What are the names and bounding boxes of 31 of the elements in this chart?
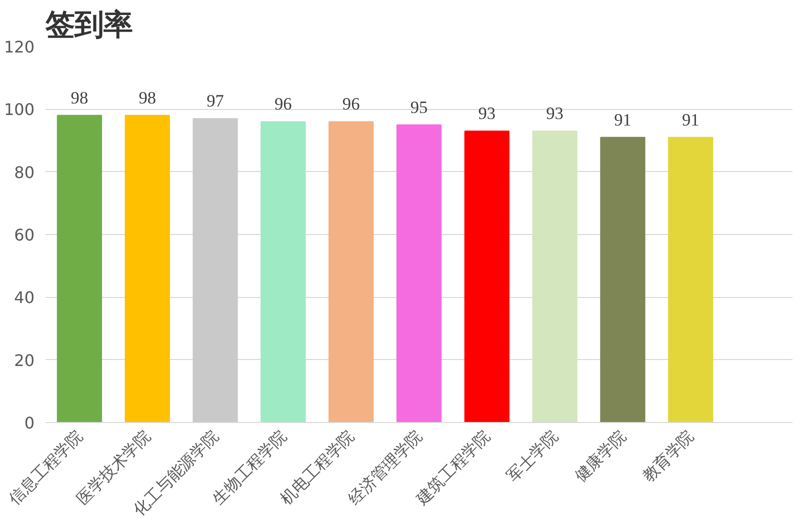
- bar: [56, 114, 102, 422]
- data-label: 91: [682, 110, 700, 130]
- y-tick-label: 120: [4, 38, 35, 56]
- bar: [532, 130, 578, 422]
- data-label: 97: [206, 92, 224, 111]
- data-label: 98: [138, 88, 156, 108]
- data-label: 96: [274, 94, 292, 114]
- bar: [464, 130, 510, 422]
- y-tick-label: 60: [14, 226, 34, 244]
- bar: [396, 124, 442, 422]
- bar: [192, 118, 238, 422]
- y-tick-label: 20: [14, 350, 34, 370]
- y-tick-label: 0: [24, 414, 35, 432]
- bar: [260, 121, 306, 422]
- x-tick-label: 军士学院: [502, 426, 562, 486]
- y-tick-label: 100: [4, 100, 35, 120]
- x-tick-label: 健康学院: [570, 426, 630, 486]
- data-label: 95: [410, 98, 428, 117]
- y-tick-label: 80: [14, 162, 34, 182]
- chart-title: 签到率: [44, 8, 132, 42]
- x-tick-label: 教育学院: [638, 426, 698, 486]
- bar: [328, 121, 374, 422]
- bar: [124, 114, 170, 422]
- y-tick-label: 40: [14, 288, 34, 308]
- bar: [600, 136, 646, 422]
- bar: [668, 136, 714, 422]
- data-label: 96: [342, 94, 360, 114]
- data-label: 98: [70, 88, 88, 108]
- data-label: 93: [478, 104, 496, 124]
- data-label: 91: [614, 110, 632, 130]
- data-label: 93: [546, 104, 564, 124]
